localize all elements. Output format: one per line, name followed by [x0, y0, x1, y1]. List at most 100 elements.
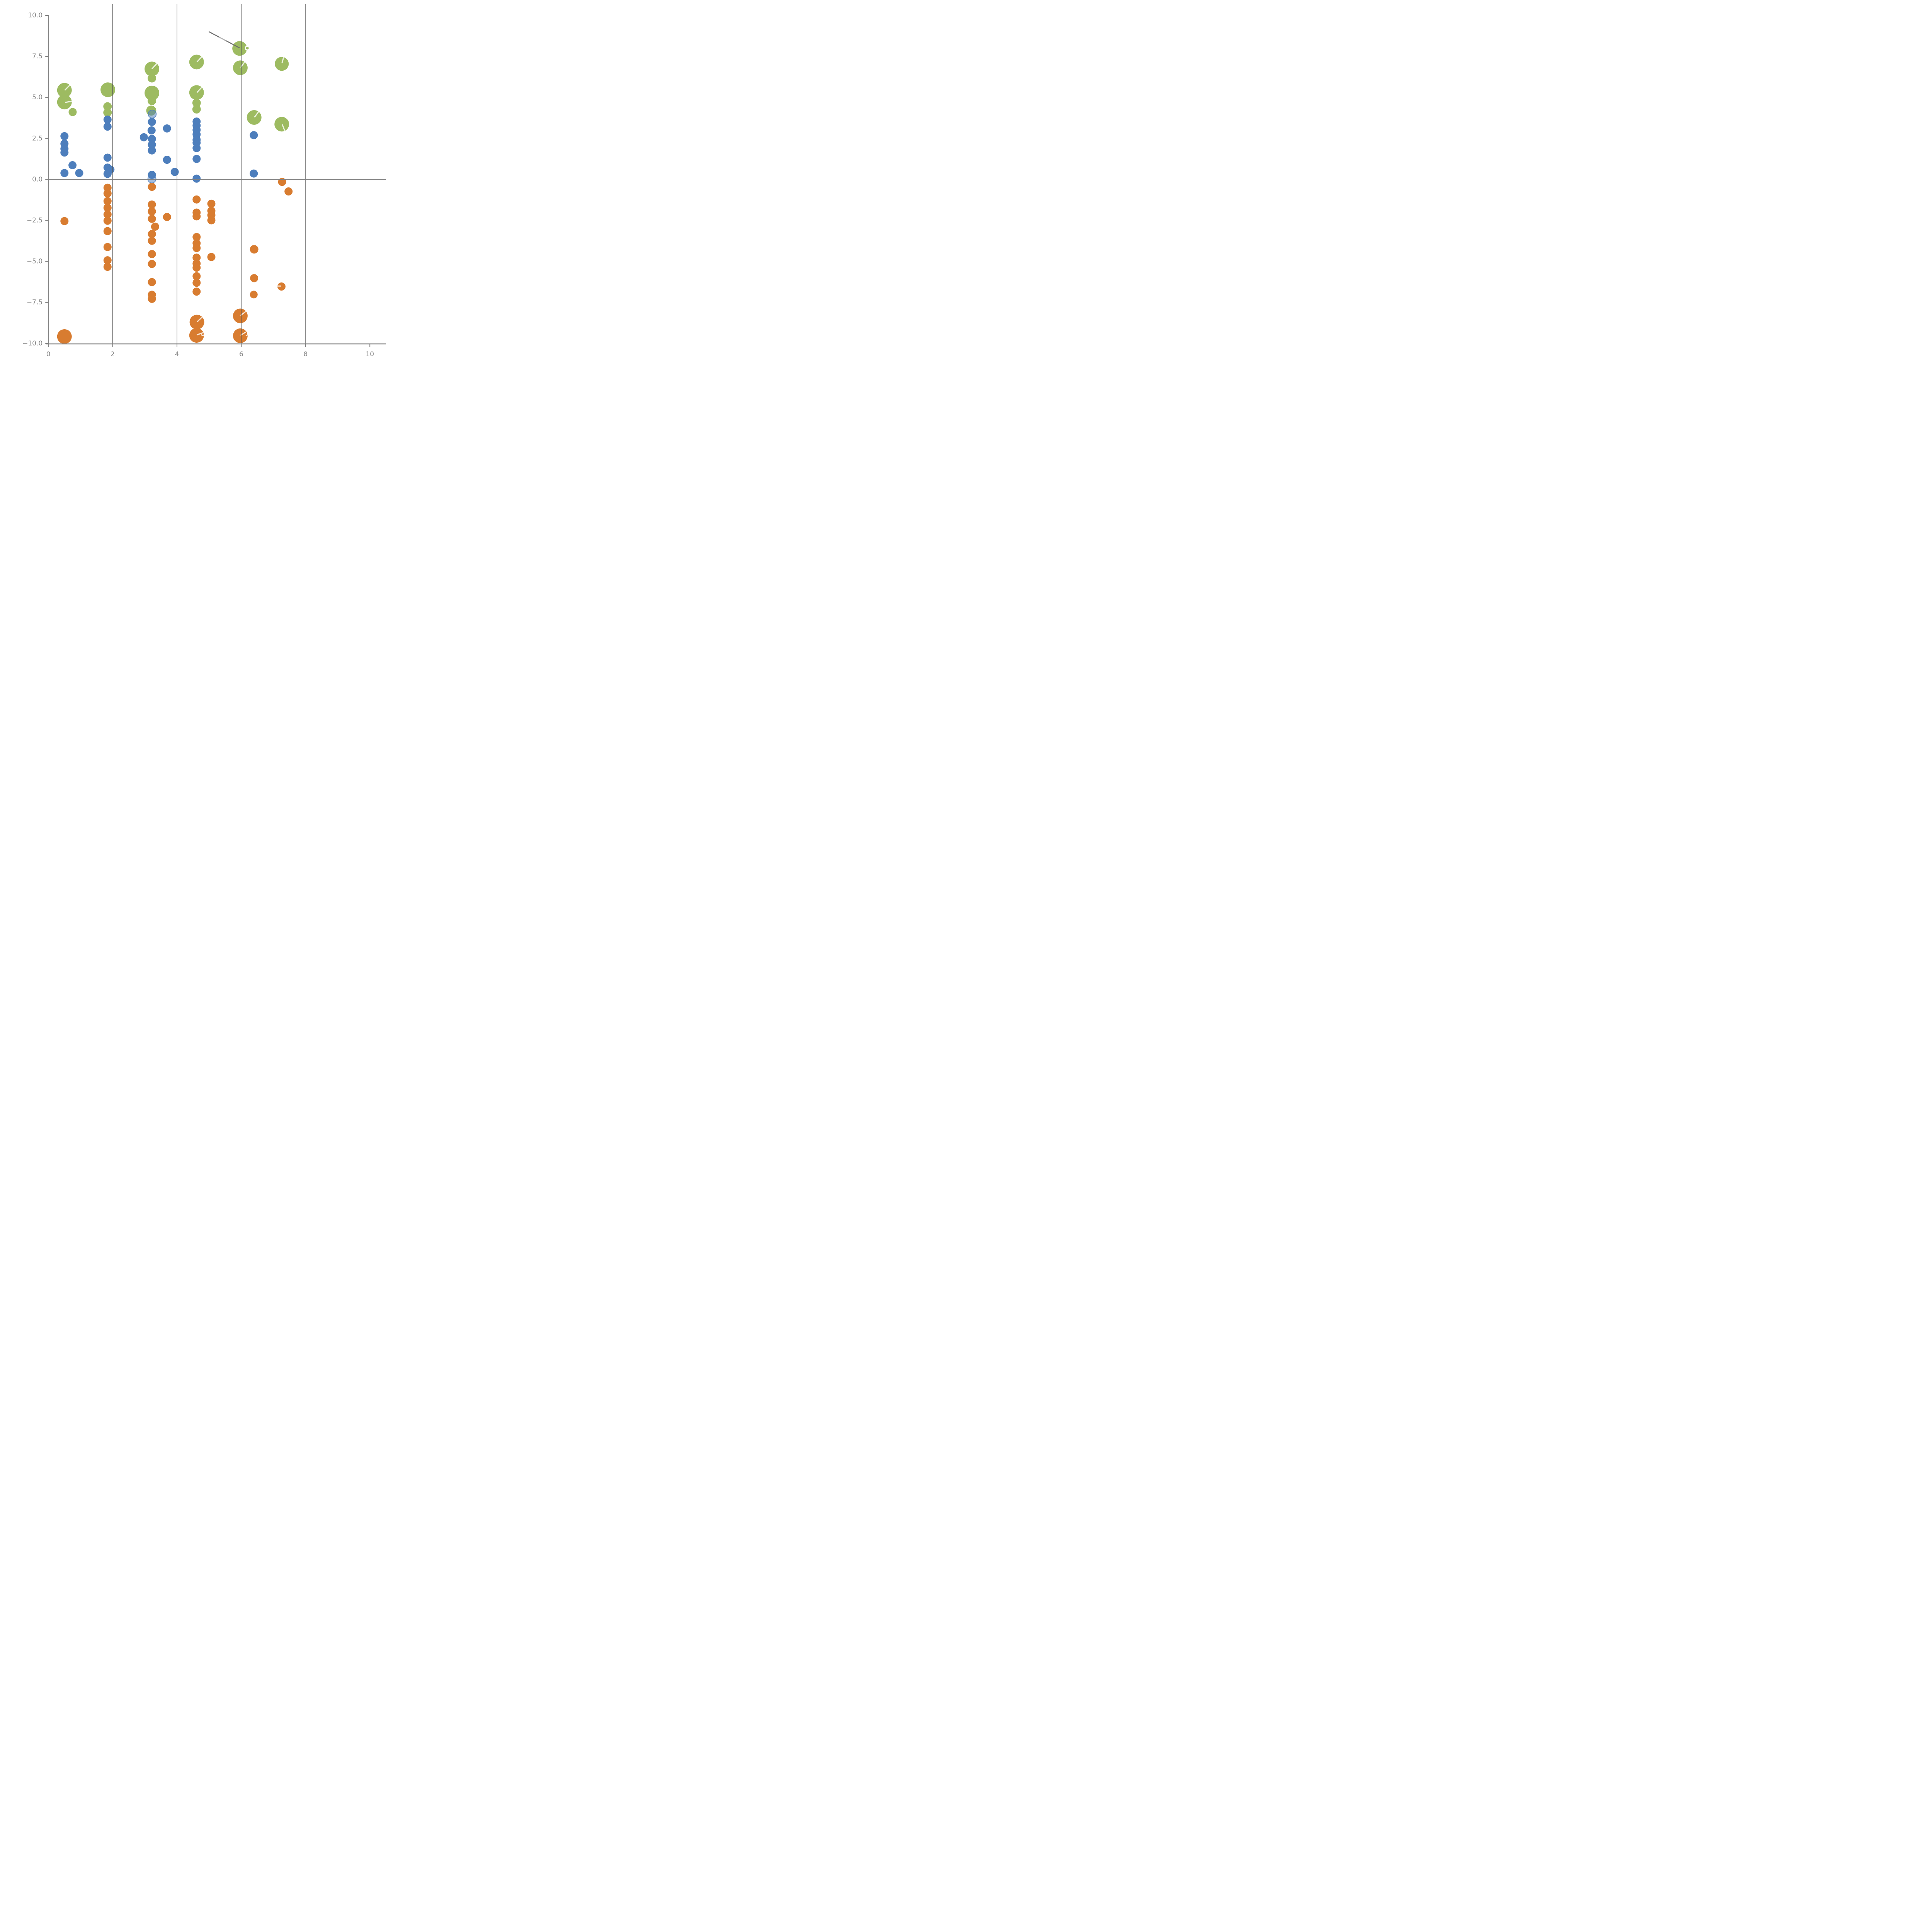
data-point-blue [103, 122, 112, 131]
data-point-orange [192, 195, 201, 204]
data-point-orange [103, 263, 112, 271]
data-point-orange [148, 214, 156, 223]
data-point-orange [103, 243, 112, 251]
data-point-blue [60, 169, 69, 177]
data-point-blue [147, 126, 156, 134]
data-point-blue [60, 148, 69, 157]
white-slash-mark [196, 56, 202, 63]
data-point-orange [148, 250, 156, 258]
data-point-blue [103, 116, 112, 124]
white-slash-mark [196, 87, 202, 93]
data-point-blue [170, 168, 179, 176]
white-slash-mark [240, 311, 247, 316]
data-point-green [232, 41, 247, 56]
data-point-green [233, 60, 248, 75]
data-point-orange [233, 308, 248, 323]
data-point-orange [192, 253, 201, 262]
data-point-green [103, 102, 112, 111]
data-point-orange [250, 291, 258, 299]
white-arc-mark [243, 331, 249, 336]
y-tick-label: 10.0 [28, 12, 43, 19]
y-tick-label: −2.5 [27, 217, 43, 224]
y-tick-label: 7.5 [32, 53, 43, 60]
y-tick-label: 0.0 [32, 175, 43, 183]
data-point-orange [151, 223, 159, 231]
data-point-green [68, 108, 77, 116]
x-tick-label: 0 [46, 350, 51, 358]
x-tick-label: 2 [111, 350, 115, 358]
annotation-line-highlight [219, 37, 226, 41]
data-point-orange [103, 184, 112, 192]
white-slash-mark [151, 63, 158, 69]
data-point-blue [68, 161, 77, 169]
data-point-blue [148, 135, 156, 143]
data-point-blue-translucent [147, 174, 156, 184]
white-slash-mark [196, 332, 203, 335]
data-point-orange [277, 282, 286, 291]
data-point-blue [148, 146, 156, 155]
data-point-orange [192, 264, 201, 272]
scatter-plot: 10.0 7.5 5.0 2.5 0.0 −2.5 −5.0 −7.5 −10.00 2 4 6 8 10 [22, 4, 386, 358]
data-point-orange [250, 274, 259, 282]
data-point-orange [103, 204, 112, 212]
white-slash-mark [65, 85, 70, 91]
x-tick-label: 10 [366, 350, 374, 358]
data-point-orange [192, 212, 201, 221]
data-point-orange [103, 216, 112, 225]
data-point-green [247, 110, 262, 125]
annotation-line [208, 31, 240, 48]
data-point-orange [163, 213, 171, 221]
data-point-green [192, 99, 201, 107]
data-point-orange [148, 183, 156, 191]
x-tick-label: 6 [239, 350, 243, 358]
data-point-blue [148, 117, 156, 126]
data-point-orange [148, 200, 156, 209]
white-slash-mark [240, 332, 246, 336]
data-point-green [148, 97, 156, 105]
data-point-orange [189, 328, 204, 343]
data-point-orange [148, 236, 156, 245]
white-slash-mark [197, 316, 203, 322]
data-point-orange [284, 187, 293, 196]
white-slash-mark [240, 61, 246, 68]
data-point-orange [192, 287, 201, 296]
white-slash-mark [281, 56, 284, 63]
data-point-blue [103, 153, 112, 162]
data-point-orange [148, 294, 156, 303]
data-point-green [275, 57, 289, 71]
data-point-orange [192, 244, 201, 252]
data-point-orange [57, 329, 72, 344]
data-point-blue [103, 170, 112, 178]
data-point-green [145, 85, 160, 100]
data-point-blue [75, 169, 83, 177]
data-point-green [274, 117, 289, 132]
data-point-orange [103, 189, 112, 197]
data-point-blue [192, 174, 201, 183]
white-slash-mark [65, 100, 73, 103]
data-point-orange [103, 197, 112, 205]
data-point-orange [148, 260, 156, 268]
y-tick-label: 5.0 [32, 94, 43, 101]
white-slash-mark [282, 124, 286, 131]
data-point-orange [148, 278, 156, 286]
data-point-green-ringed [245, 46, 250, 51]
data-point-orange [192, 233, 201, 241]
data-point-blue [192, 155, 201, 163]
data-point-blue [250, 169, 258, 178]
x-tick-label: 4 [175, 350, 179, 358]
data-point-orange [233, 328, 248, 343]
data-point-orange [250, 245, 259, 254]
data-point-green [148, 74, 156, 83]
y-tick-label: −5.0 [27, 258, 43, 265]
data-point-orange [148, 207, 156, 216]
data-point-orange [103, 210, 112, 219]
data-point-blue [163, 156, 171, 164]
data-point-orange [148, 230, 156, 238]
y-tick-label: −7.5 [27, 299, 43, 306]
data-point-orange [192, 272, 201, 281]
data-point-green [192, 105, 201, 114]
data-point-orange [207, 199, 216, 208]
data-point-green [100, 82, 116, 97]
data-point-orange [207, 216, 216, 224]
data-point-blue [148, 140, 156, 149]
